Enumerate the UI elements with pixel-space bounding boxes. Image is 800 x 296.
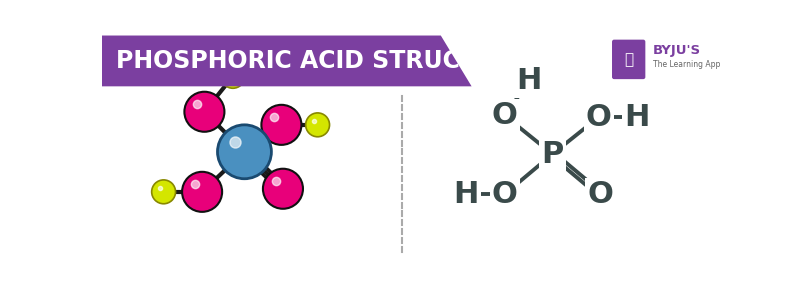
- Text: O: O: [492, 180, 518, 209]
- Text: BYJU'S: BYJU'S: [653, 44, 701, 57]
- Circle shape: [182, 172, 222, 212]
- Text: H: H: [454, 180, 479, 209]
- Text: The Learning App: The Learning App: [653, 60, 720, 69]
- FancyBboxPatch shape: [611, 38, 646, 80]
- Polygon shape: [102, 36, 472, 86]
- Text: Ⓑ: Ⓑ: [624, 52, 634, 67]
- Text: H: H: [517, 66, 542, 95]
- Circle shape: [152, 180, 175, 204]
- Circle shape: [221, 65, 245, 88]
- Text: H: H: [625, 103, 650, 132]
- Circle shape: [262, 105, 302, 145]
- Circle shape: [184, 92, 225, 132]
- Text: O: O: [587, 180, 613, 209]
- Circle shape: [218, 125, 271, 179]
- Circle shape: [306, 113, 330, 137]
- Circle shape: [263, 169, 303, 209]
- Text: O: O: [492, 101, 518, 130]
- Text: PHOSPHORIC ACID STRUCTURE: PHOSPHORIC ACID STRUCTURE: [116, 49, 530, 73]
- Text: O: O: [586, 103, 611, 132]
- Text: P: P: [542, 140, 563, 169]
